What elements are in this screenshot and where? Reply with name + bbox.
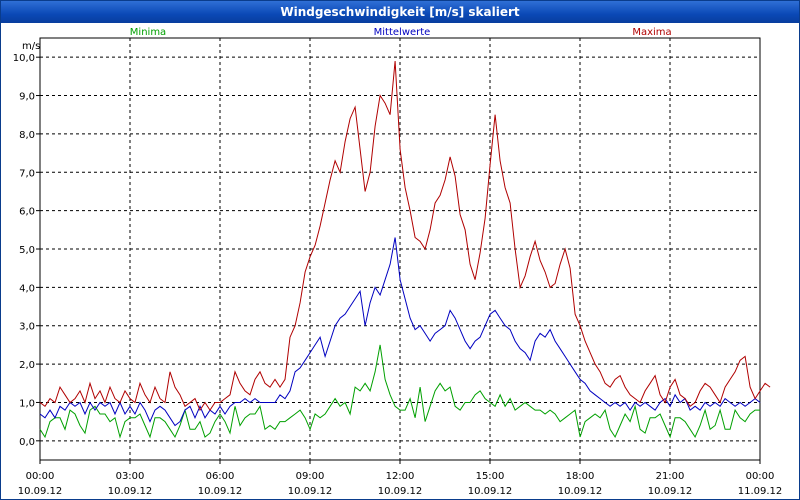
y-tick-label: 9,0 (19, 92, 35, 103)
y-axis-ticks: 0,0 1,0 2,0 3,0 4,0 5,0 6,0 7,0 8,0 9,0 10,0 (13, 53, 40, 448)
x-tick-time: 00:00 (746, 471, 775, 482)
y-tick-label: 6,0 (19, 207, 35, 218)
y-axis-label: m/s (22, 41, 40, 52)
y-tick-label: 2,0 (19, 360, 35, 371)
y-tick-label: 3,0 (19, 322, 35, 333)
x-tick-date: 10.09.12 (18, 486, 63, 497)
y-tick-label: 10,0 (13, 53, 35, 64)
x-tick-date: 10.09.12 (108, 486, 153, 497)
x-tick-time: 15:00 (476, 471, 505, 482)
series-group (39, 60, 771, 439)
x-tick-time: 06:00 (206, 471, 235, 482)
y-tick-label: 8,0 (19, 130, 35, 141)
x-tick-date: 10.09.12 (198, 486, 243, 497)
x-tick-date: 10.09.12 (288, 486, 333, 497)
x-tick-date: 10.09.12 (378, 486, 423, 497)
legend-minima: Minima (130, 27, 166, 38)
y-tick-label: 5,0 (19, 245, 35, 256)
y-tick-label: 7,0 (19, 168, 35, 179)
chart-title: Windgeschwindigkeit [m/s] skaliert (1, 1, 799, 23)
x-tick-time: 18:00 (566, 471, 595, 482)
x-tick-date: 11.09.12 (738, 486, 783, 497)
y-tick-label: 4,0 (19, 283, 35, 294)
x-tick-time: 09:00 (296, 471, 325, 482)
series-line-maxima (39, 60, 771, 412)
x-tick-time: 12:00 (386, 471, 415, 482)
x-tick-time: 21:00 (656, 471, 685, 482)
x-tick-time: 00:00 (26, 471, 55, 482)
series-line-minima (39, 344, 761, 439)
series-line-mittelwerte (39, 237, 761, 427)
legend-maxima: Maxima (632, 27, 671, 38)
y-tick-label: 0,0 (19, 437, 35, 448)
y-tick-label: 1,0 (19, 398, 35, 409)
x-axis-ticks: 00:00 10.09.12 03:00 10.09.12 06:00 10.09.12 0… (18, 460, 783, 497)
legend: Minima Mittelwerte Maxima (130, 27, 672, 38)
x-tick-date: 10.09.12 (648, 486, 693, 497)
x-tick-date: 10.09.12 (558, 486, 603, 497)
x-tick-date: 10.09.12 (468, 486, 513, 497)
x-tick-time: 03:00 (116, 471, 145, 482)
legend-mittelwerte: Mittelwerte (374, 27, 431, 38)
